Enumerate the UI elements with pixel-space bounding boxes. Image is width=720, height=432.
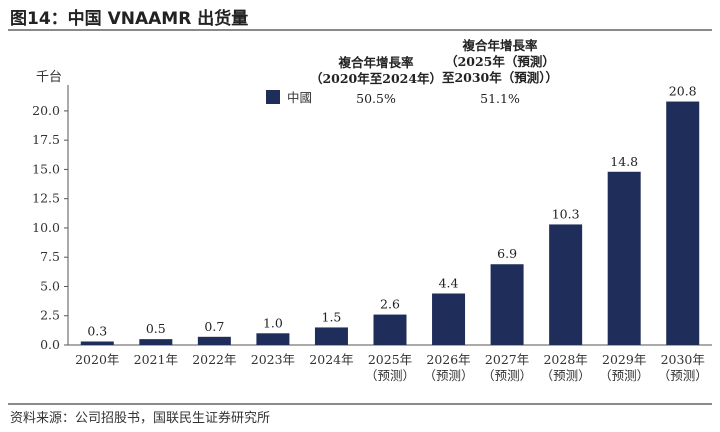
legend-label: 中國 (287, 90, 312, 105)
bar (432, 293, 466, 345)
x-tick-label: （预测） (365, 368, 415, 383)
y-tick-label: 12.5 (32, 191, 60, 206)
x-tick-label: 2030年 (661, 352, 705, 367)
x-tick-label: 2021年 (134, 352, 178, 367)
x-tick-labels: 2020年 2021年 2022年 2023年 2024年 2025年（预测）2026年（… (75, 352, 708, 383)
cagr-2-value: 51.1% (480, 91, 520, 106)
y-tick-label: 15.0 (32, 161, 60, 176)
y-axis-label: 千台 (36, 70, 62, 85)
bottom-divider (8, 403, 712, 405)
bar (549, 224, 583, 345)
bar (256, 333, 290, 345)
chart-title: 图14：中国 VNAAMR 出货量 (10, 9, 249, 29)
x-tick-label: （预测） (599, 368, 649, 383)
y-tick-label: 0.0 (40, 337, 60, 352)
cagr-1-heading-line-1: 複合年增長率 (337, 55, 414, 70)
bar (373, 314, 407, 345)
x-tick-label: （预测） (482, 368, 532, 383)
bar-value-label: 0.3 (87, 323, 107, 338)
x-tick-label: （预测） (541, 368, 591, 383)
x-tick-label: 2024年 (309, 352, 353, 367)
bar-value-label: 1.0 (263, 315, 283, 330)
bar-value-label: 2.6 (380, 297, 400, 312)
cagr-1-heading-line-2: （2020年至2024年） (310, 71, 442, 86)
x-tick-label: 2027年 (485, 352, 529, 367)
bar-chart: 0.3 0.5 0.7 1.0 1.5 2.6 4.4 6.9 10.3 14.8 20.8 202… (32, 38, 712, 383)
bar-series (80, 101, 700, 345)
y-tick-label: 5.0 (40, 278, 60, 293)
bar-value-label: 4.4 (439, 275, 459, 290)
bar (607, 171, 641, 345)
bar (139, 339, 173, 345)
cagr-annotation-1: 複合年增長率 （2020年至2024年） 50.5% (310, 55, 442, 106)
bar (666, 101, 700, 345)
legend-swatch (266, 90, 280, 104)
x-tick-label: 2020年 (75, 352, 119, 367)
top-divider (8, 29, 712, 31)
y-tick-label: 17.5 (32, 132, 60, 147)
y-tick-labels: 0.0 2.5 5.0 7.5 10.0 12.5 15.0 17.5 20.0 (32, 103, 68, 352)
data-labels: 0.3 0.5 0.7 1.0 1.5 2.6 4.4 6.9 10.3 14.8 20.8 (87, 84, 696, 339)
x-tick-label: 2028年 (543, 352, 587, 367)
source-note: 资料来源：公司招股书，国联民生证券研究所 (10, 411, 271, 426)
x-tick-label: 2029年 (602, 352, 646, 367)
bar (490, 264, 524, 345)
x-tick-label: 2023年 (251, 352, 295, 367)
cagr-1-value: 50.5% (356, 91, 396, 106)
bar-value-label: 0.7 (204, 319, 224, 334)
bar (197, 336, 231, 345)
cagr-annotation-2: 複合年增長率 （2025年（預測） 至2030年（預測）） 51.1% (442, 38, 558, 106)
bar-value-label: 0.5 (146, 321, 166, 336)
bar-value-label: 14.8 (610, 154, 638, 169)
x-tick-label: 2025年 (368, 352, 412, 367)
bar-value-label: 1.5 (322, 309, 342, 324)
bar-value-label: 10.3 (552, 206, 580, 221)
bar (314, 327, 348, 345)
cagr-2-heading-line-3: 至2030年（預測）） (442, 70, 558, 85)
y-tick-label: 7.5 (40, 249, 60, 264)
cagr-2-heading-line-2: （2025年（預測） (445, 54, 555, 69)
y-tick-label: 20.0 (32, 103, 60, 118)
cagr-2-heading-line-1: 複合年增長率 (461, 38, 538, 53)
y-tick-label: 2.5 (40, 308, 60, 323)
bar-value-label: 20.8 (669, 84, 697, 99)
x-tick-label: （预测） (424, 368, 474, 383)
y-tick-label: 10.0 (32, 220, 60, 235)
bar (80, 341, 114, 345)
x-tick-label: 2022年 (192, 352, 236, 367)
bar-value-label: 6.9 (497, 246, 517, 261)
x-tick-label: （预测） (658, 368, 708, 383)
x-tick-label: 2026年 (426, 352, 470, 367)
